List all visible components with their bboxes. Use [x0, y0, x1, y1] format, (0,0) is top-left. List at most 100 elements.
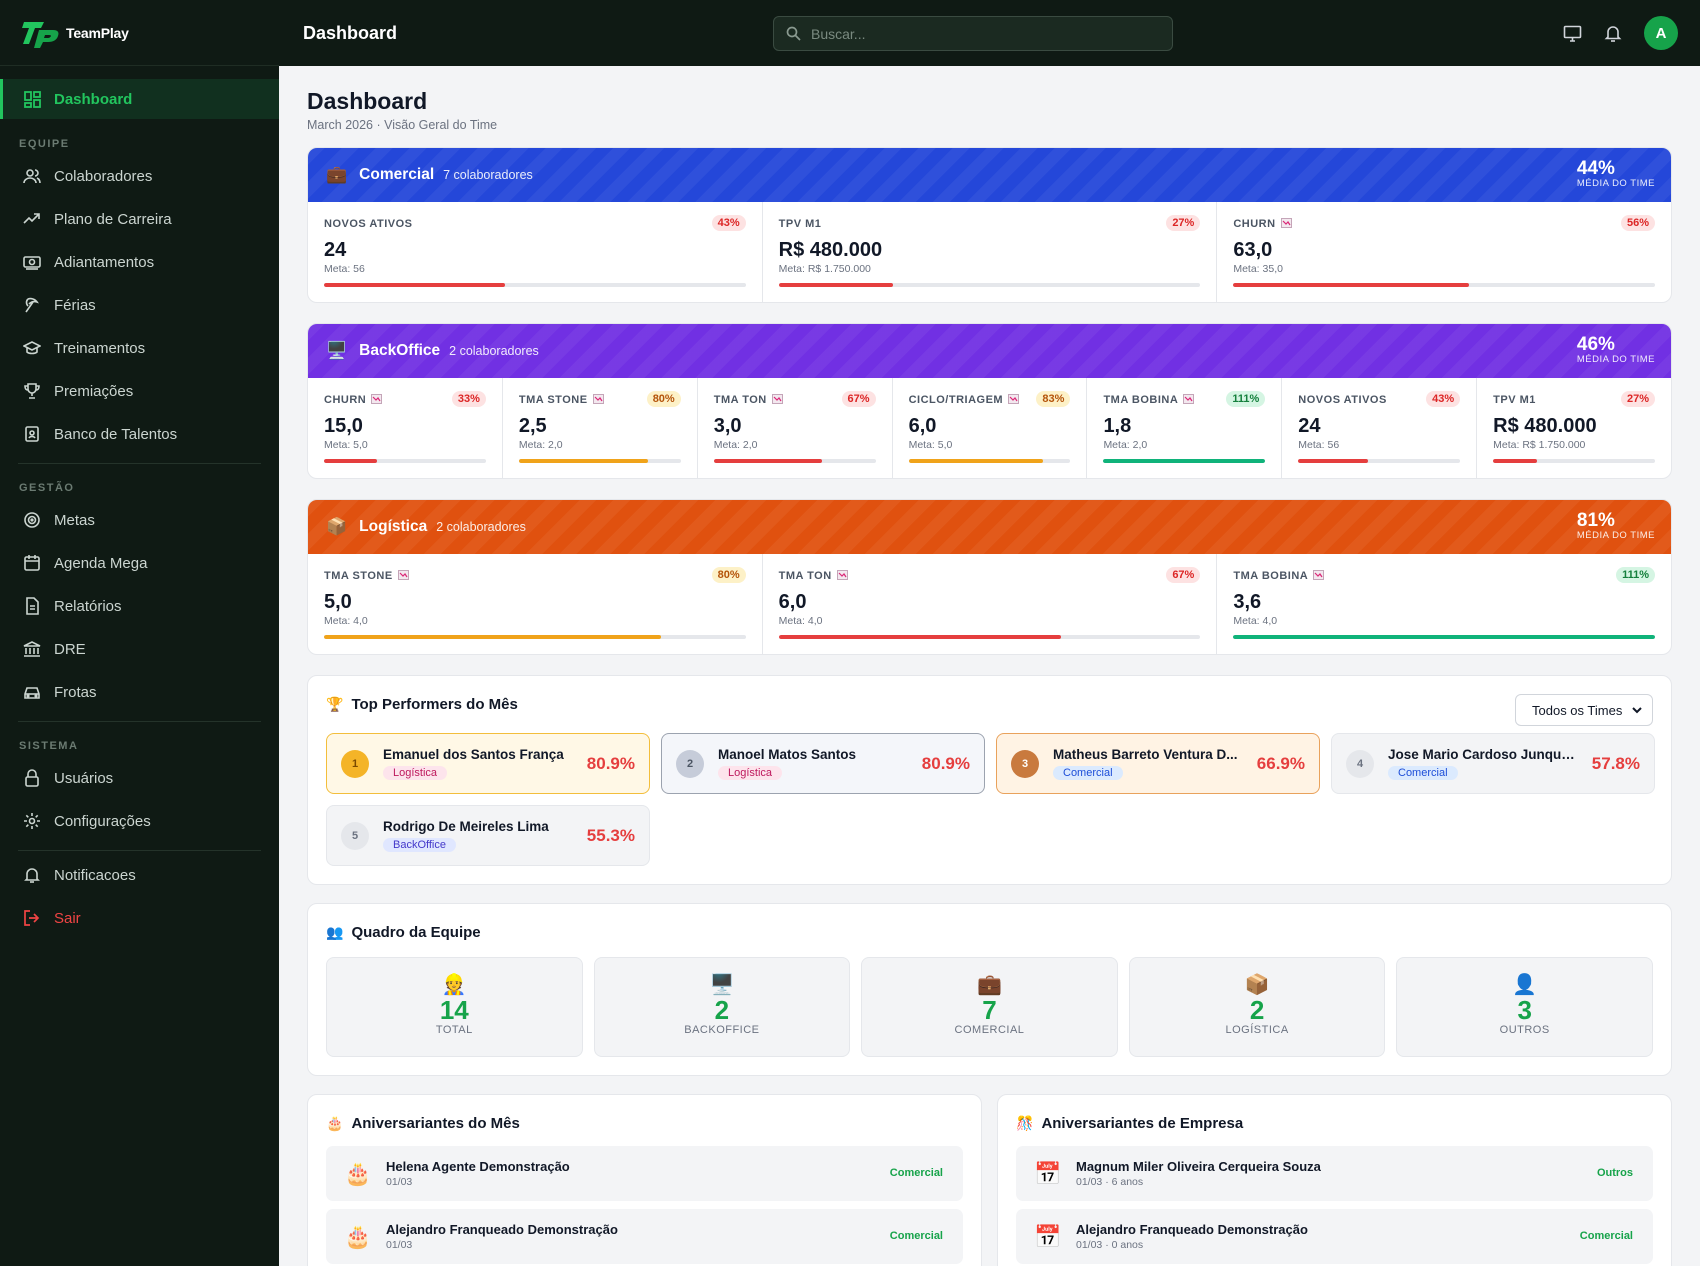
- progress-fill: [908, 459, 1043, 463]
- metric-target: Meta: R$ 1.750.000: [778, 263, 871, 275]
- performer-name: Matheus Barreto Ventura D...: [1053, 746, 1238, 762]
- sidebar-item-banco-talentos[interactable]: Banco de Talentos: [0, 414, 279, 454]
- metric-label-text: TMA TON: [778, 570, 832, 582]
- performer-card[interactable]: 2 Manoel Matos Santos Logística 80.9%: [661, 733, 985, 794]
- list-item[interactable]: 📅 Magnum Miler Oliveira Cerqueira Souza 01…: [1016, 1146, 1653, 1201]
- sidebar-item-dashboard[interactable]: Dashboard: [0, 79, 279, 119]
- metric-percent-badge: 80%: [711, 567, 746, 583]
- performer-card[interactable]: 4 Jose Mario Cardoso Junqueira Comercial 57…: [1331, 733, 1655, 794]
- team-header[interactable]: 🖥️ BackOffice 2 colaboradores 46% MÉDIA DO T…: [308, 324, 1671, 378]
- metric-target: Meta: 35,0: [1233, 263, 1283, 275]
- metric-percent-badge: 33%: [451, 391, 486, 407]
- team-average-label: MÉDIA DO TIME: [1576, 178, 1655, 189]
- metric-card[interactable]: TMA BOBINA 111% 3,6 Meta: 4,0: [1217, 554, 1671, 654]
- metric-percent-badge: 56%: [1620, 215, 1656, 231]
- team-filter-select[interactable]: Todos os Times: [1515, 694, 1653, 726]
- quadro-stat-label: BACKOFFICE: [684, 1024, 760, 1036]
- sidebar-item-adiantamentos[interactable]: Adiantamentos: [0, 242, 279, 282]
- metric-card[interactable]: TPV M1 27% R$ 480.000 Meta: R$ 1.750.000: [763, 202, 1218, 302]
- metric-card[interactable]: CHURN 56% 63,0 Meta: 35,0: [1217, 202, 1671, 302]
- nav-divider: [18, 463, 261, 464]
- metric-value: 2,5: [518, 415, 547, 437]
- sidebar-item-plano-carreira[interactable]: Plano de Carreira: [0, 199, 279, 239]
- metric-target: Meta: 4,0: [1233, 615, 1278, 627]
- search-box[interactable]: [773, 16, 1173, 51]
- metric-card[interactable]: TMA STONE 80% 5,0 Meta: 4,0: [308, 554, 763, 654]
- page-subtitle: March 2026 · Visão Geral do Time: [307, 118, 498, 132]
- team-card: 📦 Logística 2 colaboradores 81% MÉDIA DO TIM…: [307, 499, 1672, 655]
- sidebar-item-relatorios[interactable]: Relatórios: [0, 586, 279, 626]
- metric-percent-badge: 43%: [711, 215, 746, 231]
- quadro-stat-label: OUTROS: [1499, 1024, 1550, 1036]
- progress-fill: [1298, 459, 1368, 463]
- sidebar-item-dre[interactable]: DRE: [0, 629, 279, 669]
- quadro-stat: 👷 14 TOTAL: [326, 957, 583, 1057]
- trend-down-icon: [371, 394, 383, 407]
- person-team: Comercial: [1579, 1230, 1633, 1242]
- metric-card[interactable]: CICLO/TRIAGEM 83% 6,0 Meta: 5,0: [893, 378, 1088, 478]
- quadro-stat: 📦 2 LOGÍSTICA: [1128, 957, 1386, 1057]
- bell-icon[interactable]: [1604, 24, 1622, 43]
- metric-percent-badge: 80%: [646, 391, 681, 407]
- metric-target: Meta: R$ 1.750.000: [1493, 439, 1586, 451]
- team-card: 💼 Comercial 7 colaboradores 44% MÉDIA DO TIM…: [307, 147, 1672, 303]
- trend-down-icon: [771, 394, 783, 407]
- metric-card[interactable]: NOVOS ATIVOS 43% 24 Meta: 56: [1282, 378, 1478, 478]
- sidebar-item-label: Colaboradores: [54, 167, 153, 185]
- performer-info: Jose Mario Cardoso Junqueira Comercial: [1388, 747, 1578, 781]
- list-item[interactable]: 📅 Alejandro Franqueado Demonstração 01/03 …: [1016, 1209, 1653, 1264]
- team-header[interactable]: 📦 Logística 2 colaboradores 81% MÉDIA DO TIM…: [308, 500, 1671, 554]
- metric-card[interactable]: TMA TON 67% 6,0 Meta: 4,0: [763, 554, 1218, 654]
- performer-card[interactable]: 1 Emanuel dos Santos França Logística 80.9%: [326, 733, 650, 794]
- trend-down-icon: [397, 570, 409, 583]
- progress-fill: [324, 459, 378, 463]
- sidebar-item-label: Plano de Carreira: [54, 210, 172, 228]
- sidebar-item-label: Treinamentos: [54, 339, 146, 357]
- progress-fill: [1103, 459, 1266, 463]
- sidebar-item-label: Dashboard: [54, 90, 133, 108]
- rank-medal-icon: 3: [1011, 749, 1039, 778]
- list-item[interactable]: 🎂 Helena Agente Demonstração 01/03 Comercia…: [326, 1146, 963, 1201]
- metric-card[interactable]: TMA STONE 80% 2,5 Meta: 2,0: [503, 378, 698, 478]
- progress-fill: [1233, 283, 1470, 287]
- metric-target: Meta: 56: [1298, 439, 1340, 451]
- sidebar-item-agenda-mega[interactable]: Agenda Mega: [0, 543, 279, 583]
- metric-card[interactable]: NOVOS ATIVOS 43% 24 Meta: 56: [308, 202, 763, 302]
- sidebar-item-usuarios[interactable]: Usuários: [0, 758, 279, 798]
- metric-card[interactable]: CHURN 33% 15,0 Meta: 5,0: [308, 378, 503, 478]
- list-item[interactable]: 🎂 Alejandro Franqueado Demonstração 01/03 C…: [326, 1209, 963, 1264]
- metric-card[interactable]: TMA TON 67% 3,0 Meta: 2,0: [698, 378, 893, 478]
- team-header[interactable]: 💼 Comercial 7 colaboradores 44% MÉDIA DO TIM…: [308, 148, 1671, 202]
- brand[interactable]: TeamPlay: [0, 0, 279, 66]
- performer-card[interactable]: 5 Rodrigo De Meireles Lima BackOffice 55.3%: [326, 805, 650, 866]
- sidebar-item-ferias[interactable]: Férias: [0, 285, 279, 325]
- sidebar-item-metas[interactable]: Metas: [0, 500, 279, 540]
- monitor-icon[interactable]: [1563, 24, 1582, 43]
- sidebar-item-configuracoes[interactable]: Configurações: [0, 801, 279, 841]
- rank-medal-icon: 4: [1346, 749, 1374, 778]
- sidebar-item-label: Agenda Mega: [54, 554, 148, 572]
- sidebar-item-notificacoes[interactable]: Notificacoes: [0, 855, 279, 895]
- progress-fill: [713, 459, 823, 463]
- list-item-info: Alejandro Franqueado Demonstração 01/03: [386, 1222, 618, 1251]
- metric-card[interactable]: TMA BOBINA 111% 1,8 Meta: 2,0: [1087, 378, 1283, 478]
- team-icon: 👥: [326, 924, 344, 940]
- sidebar-item-label: Premiações: [54, 382, 134, 400]
- performer-card[interactable]: 3 Matheus Barreto Ventura D... Comercial 66…: [996, 733, 1320, 794]
- search-input[interactable]: [811, 25, 1151, 42]
- sidebar-item-treinamentos[interactable]: Treinamentos: [0, 328, 279, 368]
- metric-card[interactable]: TPV M1 27% R$ 480.000 Meta: R$ 1.750.000: [1477, 378, 1671, 478]
- sidebar-item-premiacoes[interactable]: Premiações: [0, 371, 279, 411]
- quadro-stat-number: 7: [982, 995, 997, 1025]
- metric-percent-badge: 111%: [1616, 567, 1656, 583]
- metric-label: TMA STONE: [324, 570, 746, 584]
- sidebar-item-colaboradores[interactable]: Colaboradores: [0, 156, 279, 196]
- sidebar-item-frotas[interactable]: Frotas: [0, 672, 279, 712]
- avatar[interactable]: A: [1644, 16, 1678, 50]
- person-name: Magnum Miler Oliveira Cerqueira Souza: [1076, 1159, 1321, 1174]
- sidebar-item-sair[interactable]: Sair: [0, 898, 279, 938]
- metric-target: Meta: 5,0: [908, 439, 953, 451]
- person-name: Alejandro Franqueado Demonstração: [1076, 1222, 1308, 1237]
- team-average-label: MÉDIA DO TIME: [1576, 530, 1655, 541]
- progress-bar: [1493, 459, 1656, 463]
